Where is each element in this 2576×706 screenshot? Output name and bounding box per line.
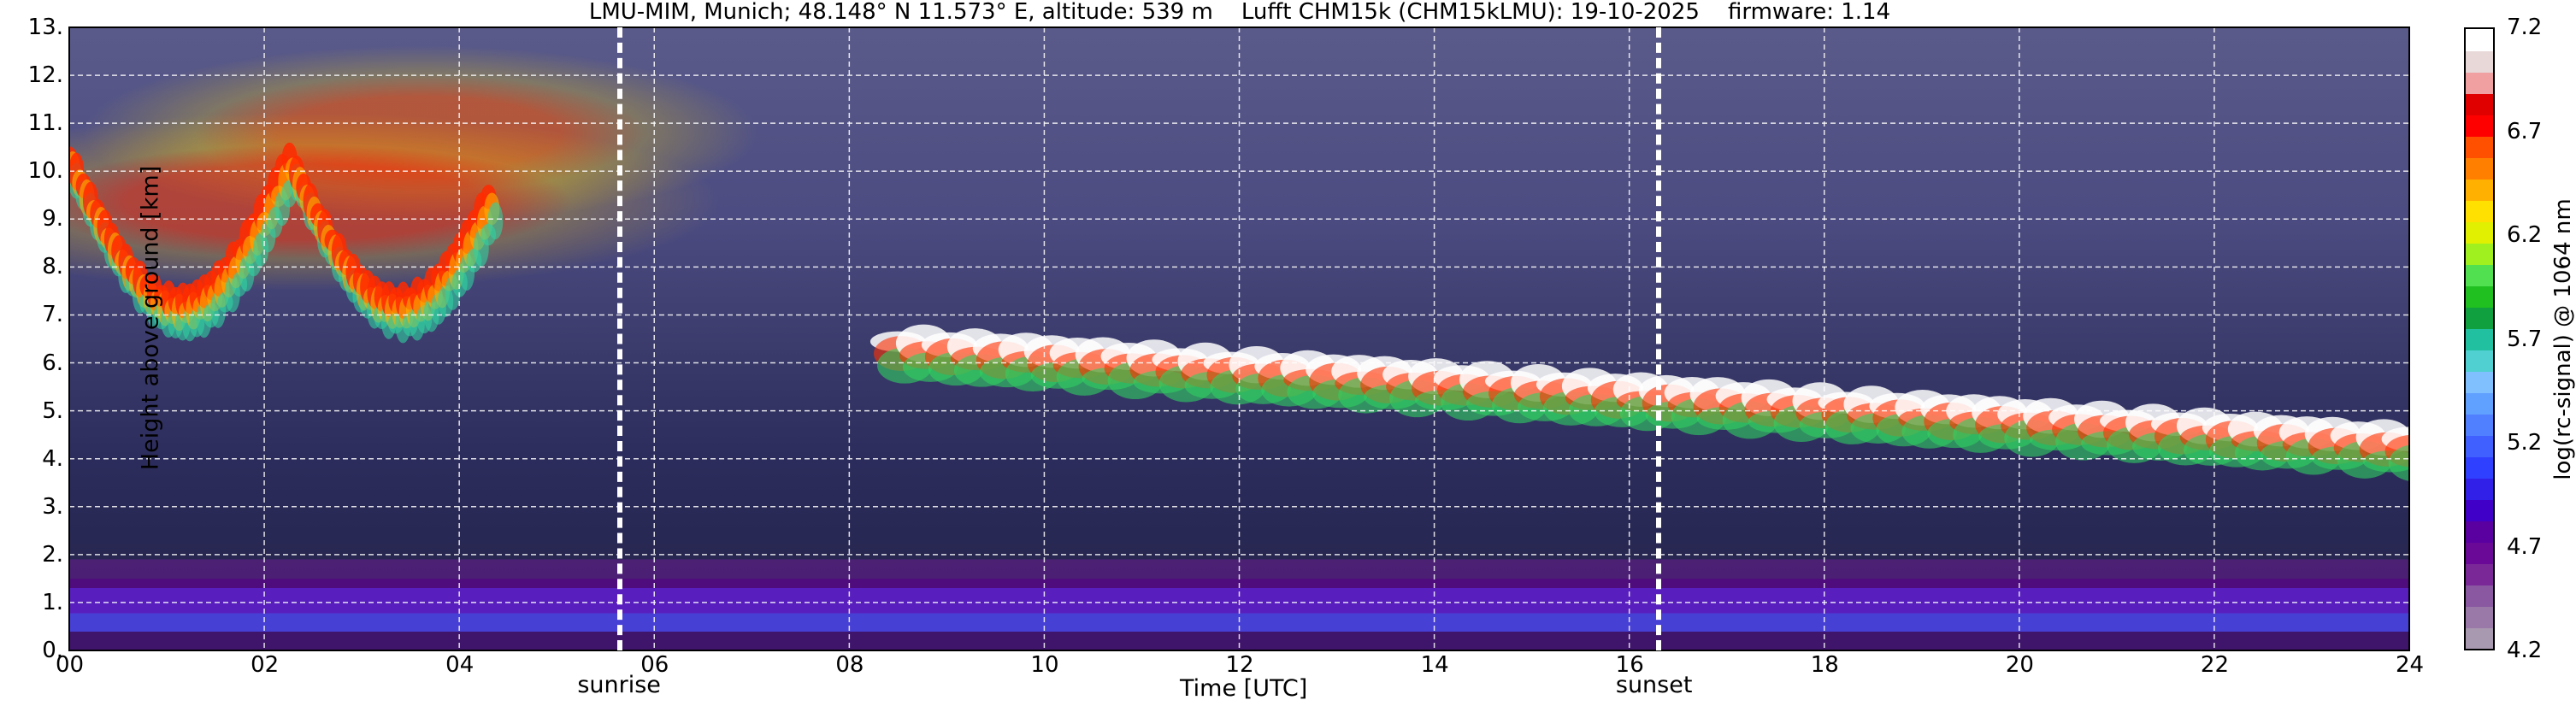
colorbar-segment — [2466, 285, 2493, 308]
y-tick-label: 9. — [42, 206, 63, 232]
x-tick-label: 10 — [1030, 652, 1059, 678]
x-axis-title: Time [UTC] — [1180, 675, 1308, 702]
x-tick-label: 04 — [445, 652, 475, 678]
plot-frame — [68, 26, 2410, 651]
y-tick-label: 10. — [27, 158, 63, 185]
colorbar-segment — [2466, 200, 2493, 222]
y-tick-label: 6. — [42, 350, 63, 376]
x-tick-label: 06 — [640, 652, 669, 678]
chart-title: LMU-MIM, Munich; 48.148° N 11.573° E, al… — [588, 0, 1891, 25]
colorbar-segment — [2466, 350, 2493, 372]
y-tick-label: 12. — [27, 62, 63, 89]
colorbar-segment — [2466, 264, 2493, 286]
x-tick-label: 22 — [2200, 652, 2229, 678]
x-tick-label: 20 — [2005, 652, 2034, 678]
feature-main-cloud-layer-mark — [2388, 444, 2409, 481]
colorbar-segment — [2466, 606, 2493, 628]
colorbar-tick-label: 5.2 — [2507, 430, 2543, 456]
grid — [69, 27, 2409, 650]
colorbar-segment — [2466, 392, 2493, 415]
y-tick-label: 3. — [42, 493, 63, 520]
colorbar-segment — [2466, 414, 2493, 436]
y-tick-label: 0. — [42, 638, 63, 663]
colorbar-segment — [2466, 435, 2493, 457]
y-tick-label: 11. — [27, 110, 63, 137]
colorbar-segment — [2466, 136, 2493, 158]
colorbar-segment — [2466, 371, 2493, 393]
y-tick-label: 5. — [42, 397, 63, 424]
colorbar-segment — [2466, 542, 2493, 564]
colorbar-tick-label: 6.7 — [2507, 118, 2543, 144]
colorbar-tick-label: 6.2 — [2507, 222, 2543, 248]
y-axis-title: Height above ground [km] — [137, 165, 164, 471]
y-tick-label: 8. — [42, 254, 63, 280]
colorbar-tick-label: 7.2 — [2507, 15, 2543, 40]
sunrise-line — [617, 27, 623, 650]
colorbar-segment — [2466, 585, 2493, 607]
y-tick-label: 4. — [42, 445, 63, 472]
x-tick-label: 16 — [1615, 652, 1644, 678]
y-tick-label: 2. — [42, 541, 63, 568]
colorbar-title: log(rc-signal) @ 1064 nm — [2550, 198, 2576, 480]
y-tick-label: 1. — [42, 589, 63, 615]
colorbar-segment — [2466, 499, 2493, 521]
sunset-line — [1655, 27, 1661, 650]
sunset-label: sunset — [1615, 672, 1693, 698]
colorbar-segment — [2466, 627, 2493, 649]
colorbar-segment — [2466, 115, 2493, 137]
colorbar-tick-label: 4.2 — [2507, 638, 2543, 663]
plot-area — [69, 27, 2409, 650]
colorbar-segment — [2466, 221, 2493, 244]
y-tick-label: 7. — [42, 302, 63, 328]
colorbar-tick-label: 4.7 — [2507, 533, 2543, 560]
colorbar-segment — [2466, 328, 2493, 350]
colorbar-segment — [2466, 478, 2493, 500]
colorbar-segment — [2466, 72, 2493, 94]
x-tick-label: 00 — [56, 652, 85, 678]
colorbar-segment — [2466, 29, 2493, 51]
x-tick-label: 08 — [835, 652, 864, 678]
colorbar-segment — [2466, 50, 2493, 73]
sunrise-label: sunrise — [577, 672, 661, 698]
colorbar-segment — [2466, 93, 2493, 115]
colorbar — [2464, 27, 2495, 650]
colorbar-tick-label: 5.7 — [2507, 326, 2543, 352]
x-tick-label: 24 — [2396, 652, 2425, 678]
x-tick-label: 18 — [1810, 652, 1839, 678]
colorbar-segment — [2466, 157, 2493, 179]
colorbar-segment — [2466, 563, 2493, 585]
feature-cirrus-early-mark — [487, 202, 504, 240]
colorbar-segment — [2466, 456, 2493, 479]
x-tick-label: 02 — [251, 652, 280, 678]
colorbar-segment — [2466, 307, 2493, 329]
colorbar-segment — [2466, 521, 2493, 543]
y-tick-label: 13. — [27, 15, 63, 40]
x-tick-label: 12 — [1225, 652, 1254, 678]
colorbar-segment — [2466, 179, 2493, 201]
colorbar-segment — [2466, 243, 2493, 265]
x-tick-label: 14 — [1420, 652, 1449, 678]
